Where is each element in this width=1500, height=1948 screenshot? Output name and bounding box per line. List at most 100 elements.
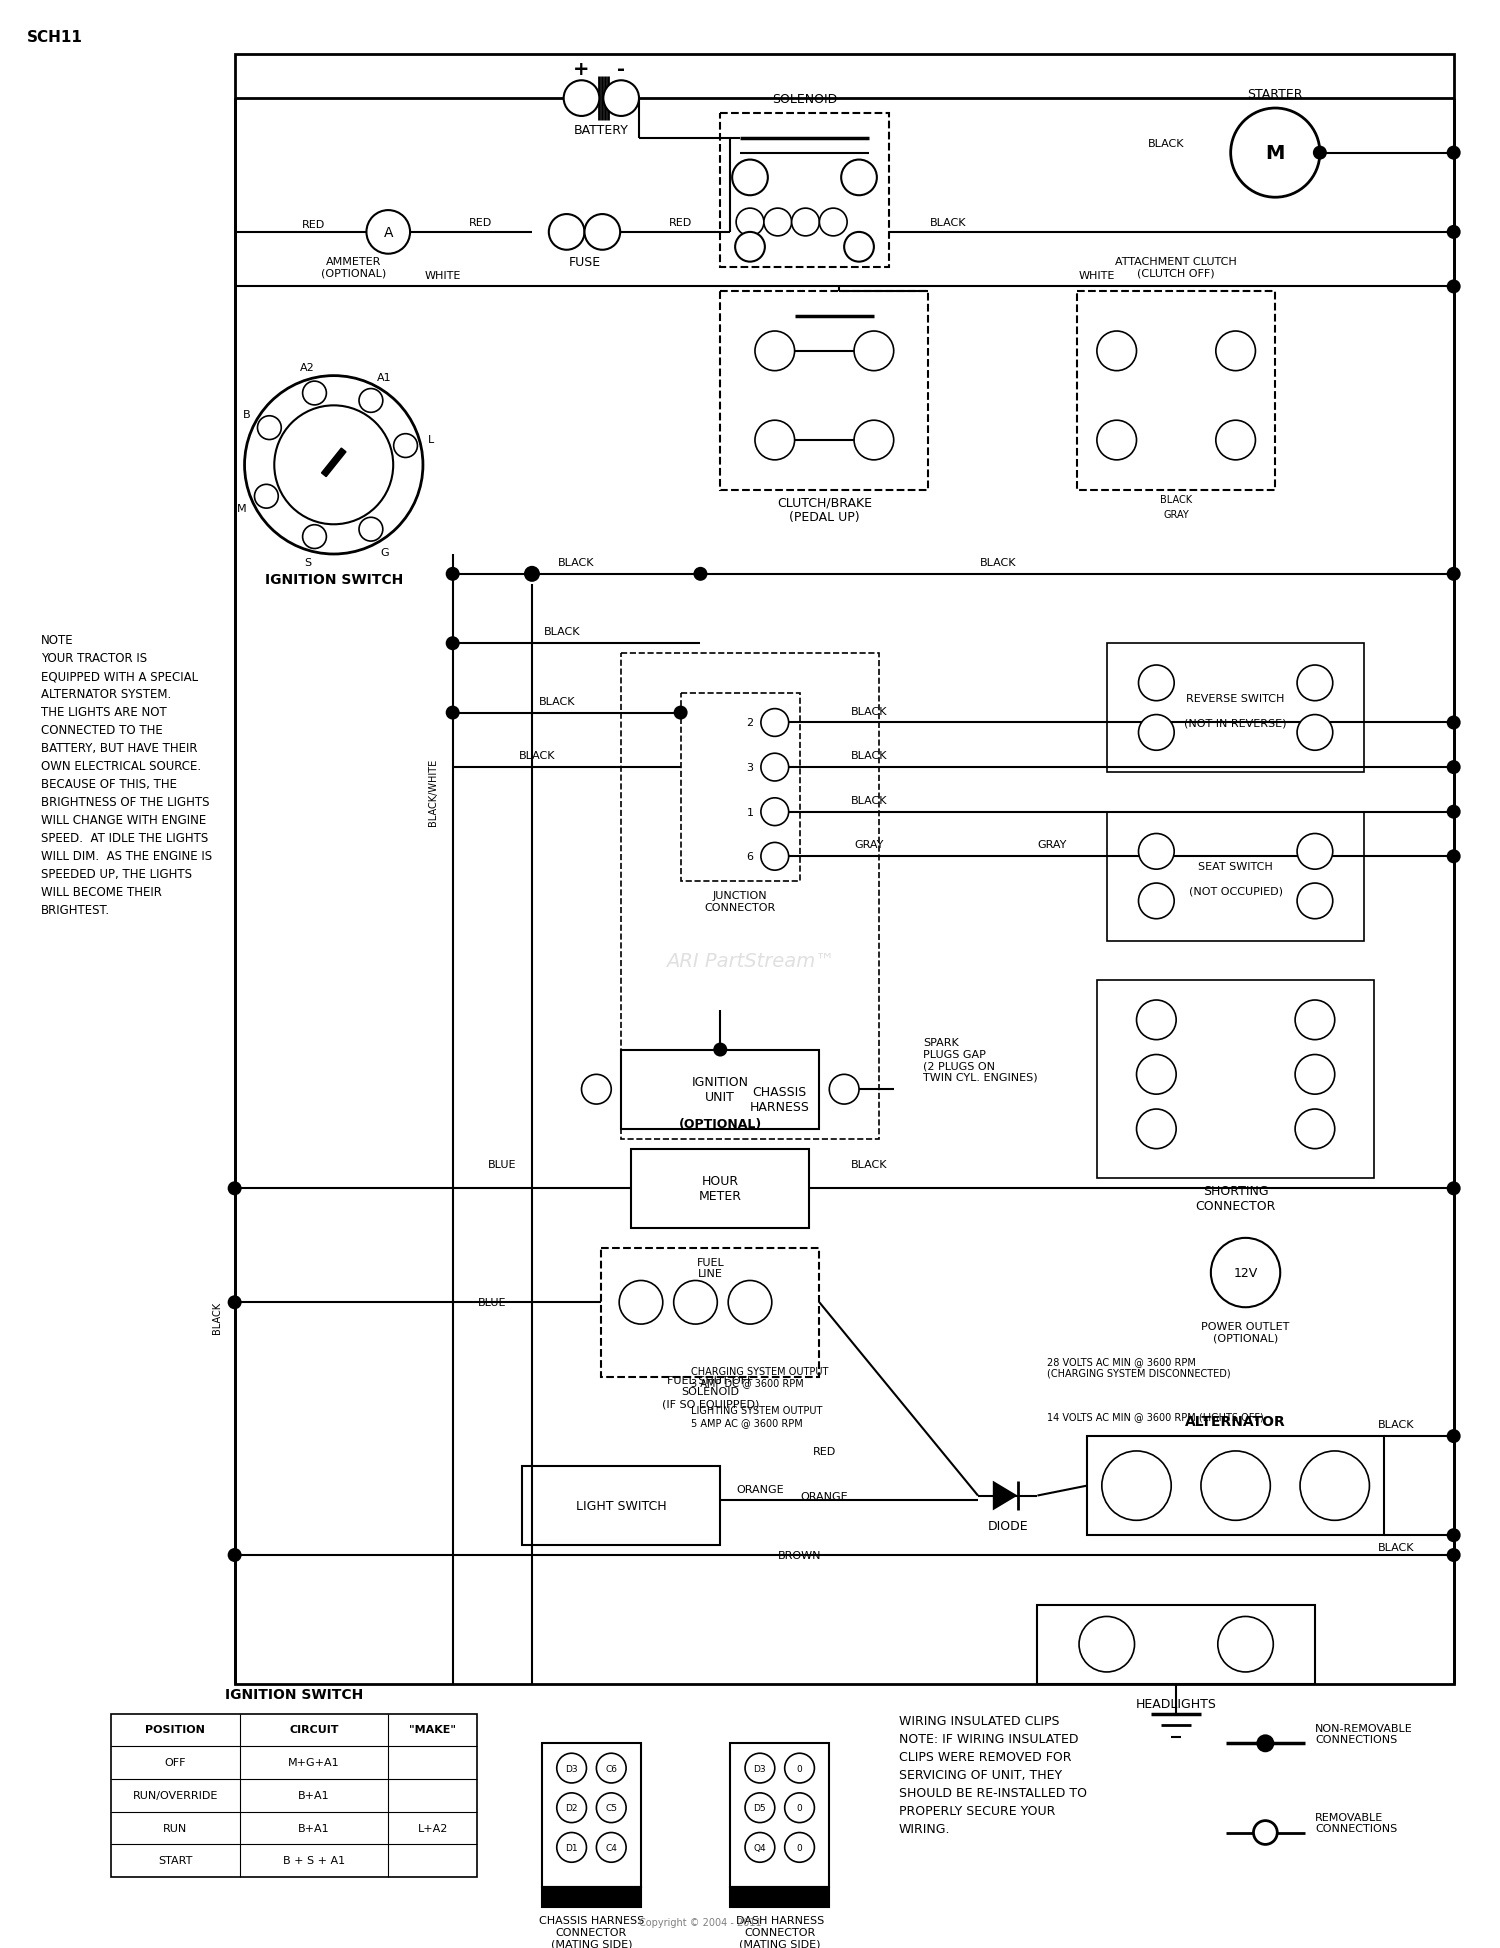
Text: ALTERNATOR: ALTERNATOR: [1185, 1414, 1286, 1428]
Text: (OPTIONAL): (OPTIONAL): [678, 1118, 762, 1130]
Text: RUN: RUN: [164, 1823, 188, 1833]
Text: M: M: [237, 503, 248, 512]
Text: BATTERY: BATTERY: [574, 125, 628, 136]
Circle shape: [1448, 762, 1460, 773]
Circle shape: [784, 1792, 814, 1823]
Text: IGNITION
UNIT: IGNITION UNIT: [692, 1075, 748, 1105]
Text: (NOT OCCUPIED): (NOT OCCUPIED): [1188, 886, 1282, 896]
Bar: [730, 1743, 830, 1888]
Text: IGNITION SWITCH: IGNITION SWITCH: [225, 1687, 363, 1701]
FancyArrow shape: [321, 448, 346, 477]
Circle shape: [714, 1044, 726, 1056]
Text: 0: 0: [796, 1804, 802, 1812]
Circle shape: [597, 1753, 626, 1782]
Circle shape: [1448, 806, 1460, 818]
Text: +: +: [573, 60, 590, 78]
Circle shape: [1137, 1001, 1176, 1040]
Circle shape: [1448, 717, 1460, 729]
Bar: [1096, 980, 1374, 1179]
Circle shape: [303, 382, 327, 405]
Text: 14 VOLTS AC MIN @ 3600 RPM (LIGHTS OFF): 14 VOLTS AC MIN @ 3600 RPM (LIGHTS OFF): [1047, 1412, 1264, 1422]
Circle shape: [1448, 1549, 1460, 1560]
Text: START: START: [158, 1854, 192, 1866]
Text: 28 VOLTS AC MIN @ 3600 RPM
(CHARGING SYSTEM DISCONNECTED): 28 VOLTS AC MIN @ 3600 RPM (CHARGING SYS…: [1047, 1356, 1232, 1377]
Circle shape: [556, 1833, 586, 1862]
Circle shape: [1137, 1056, 1176, 1095]
Circle shape: [255, 485, 279, 508]
Text: ATTACHMENT CLUTCH
(CLUTCH OFF): ATTACHMENT CLUTCH (CLUTCH OFF): [1116, 257, 1238, 279]
Circle shape: [764, 208, 792, 238]
Circle shape: [228, 1297, 240, 1309]
Circle shape: [1254, 1821, 1278, 1845]
Text: FUEL SHUT-OFF
SOLENOID
(IF SO EQUIPPED): FUEL SHUT-OFF SOLENOID (IF SO EQUIPPED): [662, 1375, 759, 1408]
Circle shape: [844, 234, 874, 263]
Text: SHORTING
CONNECTOR: SHORTING CONNECTOR: [1196, 1184, 1276, 1212]
Circle shape: [760, 709, 789, 736]
Circle shape: [1314, 148, 1326, 160]
Text: ORANGE: ORANGE: [801, 1490, 847, 1500]
Circle shape: [1300, 1451, 1370, 1521]
Text: B: B: [243, 411, 250, 421]
Circle shape: [447, 637, 459, 651]
Text: 0: 0: [796, 1843, 802, 1853]
Text: D3: D3: [753, 1763, 766, 1773]
Bar: [522, 1467, 720, 1545]
Circle shape: [1294, 1110, 1335, 1149]
Circle shape: [1138, 884, 1174, 919]
Text: BLACK/WHITE: BLACK/WHITE: [427, 760, 438, 826]
Text: 6: 6: [747, 851, 753, 861]
Circle shape: [366, 210, 410, 255]
Text: L+A2: L+A2: [417, 1823, 448, 1833]
Circle shape: [1138, 666, 1174, 701]
Circle shape: [1202, 1451, 1270, 1521]
Text: CHARGING SYSTEM OUTPUT
3 AMP DC @ 3600 RPM: CHARGING SYSTEM OUTPUT 3 AMP DC @ 3600 R…: [690, 1366, 828, 1387]
Text: D2: D2: [566, 1804, 578, 1812]
Bar: [602, 1249, 819, 1377]
Text: BROWN: BROWN: [778, 1551, 822, 1560]
Text: L: L: [429, 434, 435, 444]
Text: RED: RED: [669, 218, 692, 228]
Text: (NOT IN REVERSE): (NOT IN REVERSE): [1185, 719, 1287, 729]
Bar: [1107, 645, 1365, 773]
Text: 2: 2: [747, 719, 753, 729]
Text: OFF: OFF: [165, 1757, 186, 1767]
Bar: [1038, 1605, 1316, 1683]
Text: IGNITION SWITCH: IGNITION SWITCH: [264, 573, 404, 586]
Text: B+A1: B+A1: [298, 1790, 330, 1800]
Text: BLACK: BLACK: [930, 218, 966, 228]
Text: POWER OUTLET
(OPTIONAL): POWER OUTLET (OPTIONAL): [1202, 1321, 1290, 1342]
Circle shape: [1294, 1001, 1335, 1040]
Text: BLACK: BLACK: [1160, 495, 1192, 505]
Polygon shape: [993, 1480, 1017, 1510]
Circle shape: [1298, 666, 1334, 701]
Circle shape: [228, 1549, 240, 1560]
Text: HOUR
METER: HOUR METER: [699, 1175, 742, 1202]
Circle shape: [549, 214, 585, 251]
Text: M+G+A1: M+G+A1: [288, 1757, 339, 1767]
Text: S: S: [304, 559, 310, 569]
Text: HEADLIGHTS: HEADLIGHTS: [1136, 1697, 1216, 1710]
Circle shape: [746, 1753, 776, 1782]
Text: RUN/OVERRIDE: RUN/OVERRIDE: [132, 1790, 218, 1800]
Circle shape: [564, 82, 600, 117]
Circle shape: [1298, 715, 1334, 750]
Text: G: G: [380, 547, 388, 557]
Circle shape: [1230, 109, 1320, 199]
Text: C4: C4: [606, 1843, 616, 1853]
Text: BLACK: BLACK: [850, 795, 886, 805]
Text: BLACK: BLACK: [538, 695, 574, 707]
Circle shape: [258, 417, 282, 440]
Text: SCH11: SCH11: [27, 29, 82, 45]
Text: D1: D1: [566, 1843, 578, 1853]
Text: Q4: Q4: [753, 1843, 766, 1853]
Circle shape: [732, 160, 768, 197]
Text: B+A1: B+A1: [298, 1823, 330, 1833]
Circle shape: [674, 1282, 717, 1325]
Bar: [681, 693, 800, 882]
Circle shape: [754, 421, 795, 460]
Circle shape: [1257, 1736, 1274, 1751]
Circle shape: [603, 82, 639, 117]
Text: AMMETER
(OPTIONAL): AMMETER (OPTIONAL): [321, 257, 386, 279]
Circle shape: [1448, 148, 1460, 160]
Circle shape: [620, 1282, 663, 1325]
